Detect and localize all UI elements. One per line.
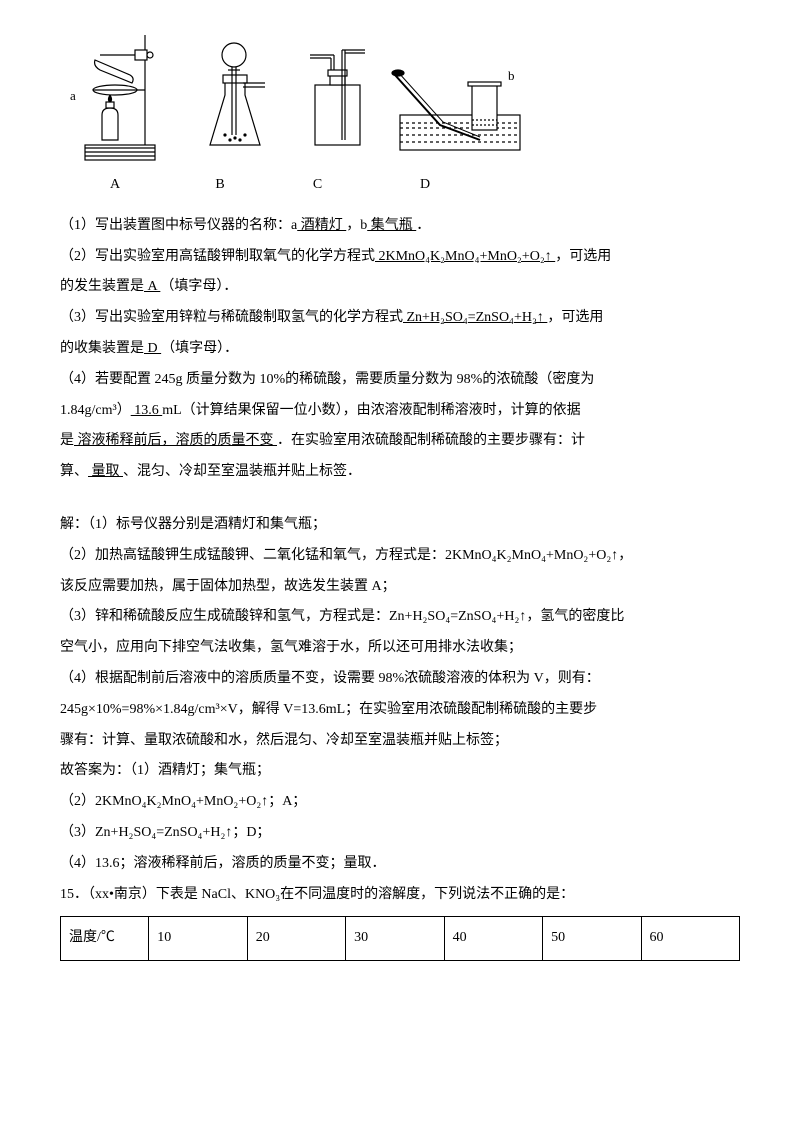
q1-ans2: 集气瓶 [367,218,416,233]
q4-line2: 1.84g/cm³） 13.6 mL（计算结果保留一位小数），由浓溶液配制稀溶液… [60,396,740,427]
q1-ans1: 酒精灯 [297,218,346,233]
cell-10: 10 [149,917,247,961]
q4-ans1: 13.6 [131,403,163,418]
q1-line: （1）写出装置图中标号仪器的名称：a 酒精灯 ，b 集气瓶 ． [60,211,740,242]
sol-1: 解：（1）标号仪器分别是酒精灯和集气瓶； [60,510,740,541]
cell-60: 60 [641,917,739,961]
q4-line3: 是 溶液稀释前后，溶质的质量不变 ．在实验室用浓硫酸配制稀硫酸的主要步骤有：计 [60,426,740,457]
cap-d: D [365,170,485,201]
sol-2: （2）加热高锰酸钾生成锰酸钾、二氧化锰和氧气，方程式是：2KMnO₄K₂MnO₄… [60,541,740,572]
q3-ans1: Zn+H₂SO₄=ZnSO₄+H₂↑ [403,310,547,325]
q15: 15．（xx•南京）下表是 NaCl、KNO₃在不同温度时的溶解度，下列说法不正… [60,880,740,911]
cap-a: A [60,170,170,201]
q4-line1: （4）若要配置 245g 质量分数为 10%的稀硫酸，需要质量分数为 98%的浓… [60,365,740,396]
cap-c: C [270,170,365,201]
q3-ans2: D [144,341,161,356]
sol-11: （3）Zn+H₂SO₄=ZnSO₄+H₂↑；D； [60,818,740,849]
cell-20: 20 [247,917,345,961]
label-b-text: b [508,68,515,83]
q2-line1: （2）写出实验室用高锰酸钾制取氧气的化学方程式 2KMnO₄K₂MnO₄+MnO… [60,242,740,273]
sol-12: （4）13.6；溶液稀释前后，溶质的质量不变；量取． [60,849,740,880]
sol-8: 骤有：计算、量取浓硫酸和水，然后混匀、冷却至室温装瓶并贴上标签； [60,726,740,757]
temperature-table: 温度/℃ 10 20 30 40 50 60 [60,916,740,961]
q3-line2: 的收集装置是 D （填字母）． [60,334,740,365]
sol-10: （2）2KMnO₄K₂MnO₄+MnO₂+O₂↑；A； [60,787,740,818]
q2-line2: 的发生装置是 A （填字母）． [60,272,740,303]
sol-6: （4）根据配制前后溶液中的溶质质量不变，设需要 98%浓硫酸溶液的体积为 V，则… [60,664,740,695]
q4-ans3: 量取 [88,464,123,479]
label-a-text: a [70,88,76,103]
sol-3: 该反应需要加热，属于固体加热型，故选发生装置 A； [60,572,740,603]
q2-ans2: A [144,279,160,294]
diagram-labels: A B C D [60,170,740,201]
sol-5: 空气小，应用向下排空气法收集，氢气难溶于水，所以还可用排水法收集； [60,633,740,664]
q4-ans2: 溶液稀释前后，溶质的质量不变 [74,433,277,448]
cell-40: 40 [444,917,542,961]
table-row: 温度/℃ 10 20 30 40 50 60 [61,917,740,961]
cell-50: 50 [543,917,641,961]
sol-4: （3）锌和稀硫酸反应生成硫酸锌和氢气，方程式是：Zn+H₂SO₄=ZnSO₄+H… [60,602,740,633]
q2-ans1: 2KMnO₄K₂MnO₄+MnO₂+O₂↑ [375,249,555,264]
cell-header: 温度/℃ [61,917,149,961]
apparatus-diagram: a [60,20,740,170]
cap-b: B [170,170,270,201]
sol-7: 245g×10%=98%×1.84g/cm³×V，解得 V=13.6mL；在实验… [60,695,740,726]
cell-30: 30 [346,917,444,961]
sol-9: 故答案为：（1）酒精灯；集气瓶； [60,756,740,787]
q3-line1: （3）写出实验室用锌粒与稀硫酸制取氢气的化学方程式 Zn+H₂SO₄=ZnSO₄… [60,303,740,334]
q4-line4: 算、 量取 、混匀、冷却至室温装瓶并贴上标签． [60,457,740,488]
